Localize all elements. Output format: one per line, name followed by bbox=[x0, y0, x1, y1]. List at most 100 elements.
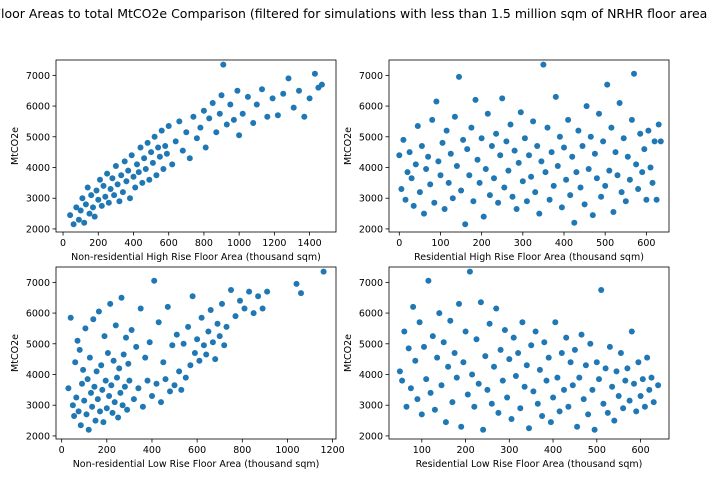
scatter-point bbox=[203, 351, 210, 358]
scatter-point bbox=[209, 339, 216, 346]
scatter-point bbox=[645, 127, 652, 134]
scatter-point bbox=[530, 388, 537, 395]
scatter-point bbox=[561, 144, 567, 151]
scatter-point bbox=[118, 172, 125, 179]
scatter-point bbox=[439, 139, 446, 146]
scatter-point bbox=[435, 158, 442, 165]
scatter-point bbox=[135, 169, 142, 176]
scatter-point bbox=[585, 166, 592, 172]
scatter-point bbox=[285, 75, 292, 82]
scatter-point bbox=[95, 308, 102, 315]
scatter-point bbox=[526, 425, 532, 432]
y-tick-label: 4000 bbox=[26, 370, 50, 381]
scatter-point bbox=[478, 135, 485, 142]
scatter-point bbox=[149, 159, 156, 166]
scatter-point bbox=[128, 152, 135, 159]
y-tick-label: 7000 bbox=[26, 278, 50, 289]
scatter-point bbox=[460, 359, 467, 366]
scatter-point bbox=[165, 123, 172, 129]
scatter-point bbox=[103, 405, 110, 412]
scatter-point bbox=[598, 287, 605, 293]
scatter-point bbox=[614, 172, 621, 179]
scatter-point bbox=[462, 221, 469, 228]
scatter-point bbox=[200, 107, 207, 114]
scatter-point bbox=[646, 386, 653, 393]
y-axis-label: MtCO2e bbox=[10, 127, 21, 165]
scatter-point bbox=[98, 362, 105, 369]
scatter-point bbox=[399, 377, 406, 384]
scatter-point bbox=[82, 325, 89, 332]
scatter-point bbox=[148, 149, 155, 156]
scatter-point bbox=[178, 386, 185, 393]
scatter-point bbox=[214, 320, 221, 327]
scatter-point bbox=[484, 110, 491, 117]
scatter-point bbox=[81, 397, 88, 404]
scatter-point bbox=[212, 356, 219, 363]
scatter-point bbox=[649, 179, 656, 186]
scatter-point bbox=[609, 383, 616, 390]
y-tick-label: 4000 bbox=[26, 163, 50, 174]
scatter-point bbox=[119, 402, 126, 409]
scatter-point bbox=[239, 110, 246, 117]
scatter-point bbox=[509, 193, 516, 200]
scatter-point bbox=[571, 346, 578, 353]
scatter-point bbox=[94, 396, 101, 403]
scatter-point bbox=[655, 382, 662, 389]
scatter-point bbox=[116, 198, 123, 205]
scatter-point bbox=[573, 169, 580, 176]
scatter-point bbox=[241, 305, 248, 312]
scatter-point bbox=[480, 213, 487, 220]
scatter-point bbox=[169, 161, 176, 168]
scatter-point bbox=[567, 192, 574, 199]
scatter-point bbox=[179, 147, 186, 154]
scatter-point bbox=[441, 206, 448, 212]
scatter-point bbox=[458, 187, 465, 194]
scatter-point bbox=[429, 116, 436, 123]
scatter-point bbox=[622, 377, 629, 384]
scatter-point bbox=[207, 307, 214, 313]
scatter-point bbox=[540, 61, 547, 68]
scatter-point bbox=[416, 319, 423, 326]
scatter-point bbox=[460, 136, 467, 143]
scatter-point bbox=[589, 212, 596, 219]
scatter-point bbox=[106, 393, 113, 399]
scatter-point bbox=[82, 201, 89, 208]
scatter-point bbox=[639, 169, 646, 176]
scatter-point bbox=[119, 189, 126, 196]
scatter-point bbox=[220, 61, 227, 68]
x-tick-label: 800 bbox=[195, 238, 213, 249]
scatter-point bbox=[583, 103, 590, 110]
scatter-point bbox=[410, 303, 417, 310]
y-tick-label: 5000 bbox=[359, 339, 383, 350]
scatter-point bbox=[155, 144, 162, 151]
scatter-point bbox=[541, 339, 548, 346]
scatter-point bbox=[72, 359, 79, 366]
scatter-point bbox=[641, 403, 648, 410]
scatter-point bbox=[75, 408, 82, 415]
scatter-point bbox=[543, 377, 550, 384]
scatter-point bbox=[230, 116, 237, 123]
scatter-point bbox=[546, 196, 553, 203]
scatter-point bbox=[153, 380, 160, 387]
scatter-point bbox=[447, 317, 454, 324]
scatter-point bbox=[84, 376, 91, 383]
scatter-point bbox=[124, 406, 131, 413]
subplots: 0 200 400 600 800 1000 1200 1400200030004000500… bbox=[10, 59, 670, 470]
scatter-point bbox=[519, 319, 526, 326]
scatter-point bbox=[407, 385, 414, 392]
scatter-point bbox=[190, 113, 197, 120]
x-tick-label: 200 bbox=[98, 445, 116, 456]
scatter-point bbox=[250, 310, 257, 317]
scatter-point bbox=[523, 198, 530, 205]
y-tick-label: 6000 bbox=[359, 102, 383, 113]
x-tick-label: 300 bbox=[500, 445, 518, 456]
scatter-point bbox=[624, 153, 631, 160]
scatter-point bbox=[552, 319, 559, 326]
scatter-point bbox=[624, 365, 631, 372]
scatter-point bbox=[472, 96, 479, 103]
scatter-point bbox=[253, 101, 260, 108]
scatter-point bbox=[580, 396, 587, 403]
scatter-point bbox=[576, 374, 583, 381]
scatter-point bbox=[102, 377, 109, 384]
